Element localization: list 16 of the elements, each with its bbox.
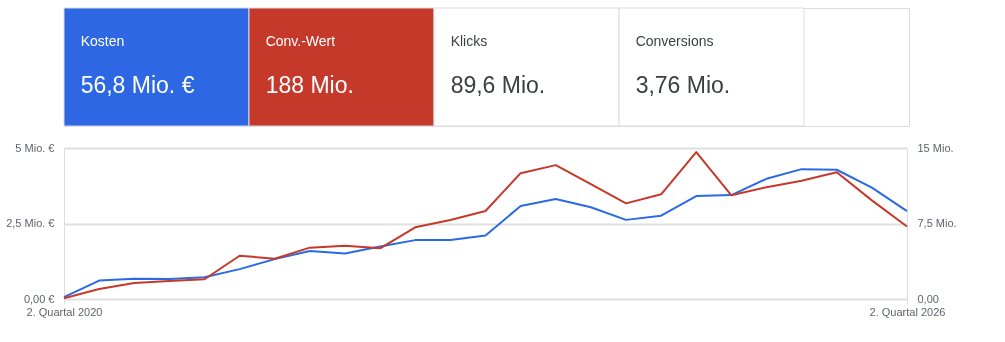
y2-tick-label: 15 Mio.: [917, 141, 954, 154]
y-tick-label: 2,5 Mio. €: [6, 217, 55, 229]
text: 89,6 Mio.: [450, 72, 546, 98]
y2-tick-label: 7,5 Mio.: [917, 217, 957, 229]
y-tick-label: 0,00 €: [23, 292, 55, 305]
text: 3,76 Mio.: [635, 72, 731, 98]
y-tick-label: 5 Mio. €: [15, 141, 55, 154]
x-tick-label: 2. Quartal 2026: [869, 305, 946, 318]
y2-tick-label: 0,00: [917, 292, 939, 305]
category-label: Conv.-Wert: [265, 33, 336, 49]
text: 188 Mio.: [265, 72, 354, 98]
x-tick-label: 2. Quartal 2020: [26, 305, 103, 318]
category-label: Klicks: [450, 33, 488, 49]
category-label: Conversions: [635, 33, 714, 49]
text: 56,8 Mio. €: [80, 72, 195, 98]
category-label: Kosten: [80, 33, 125, 49]
